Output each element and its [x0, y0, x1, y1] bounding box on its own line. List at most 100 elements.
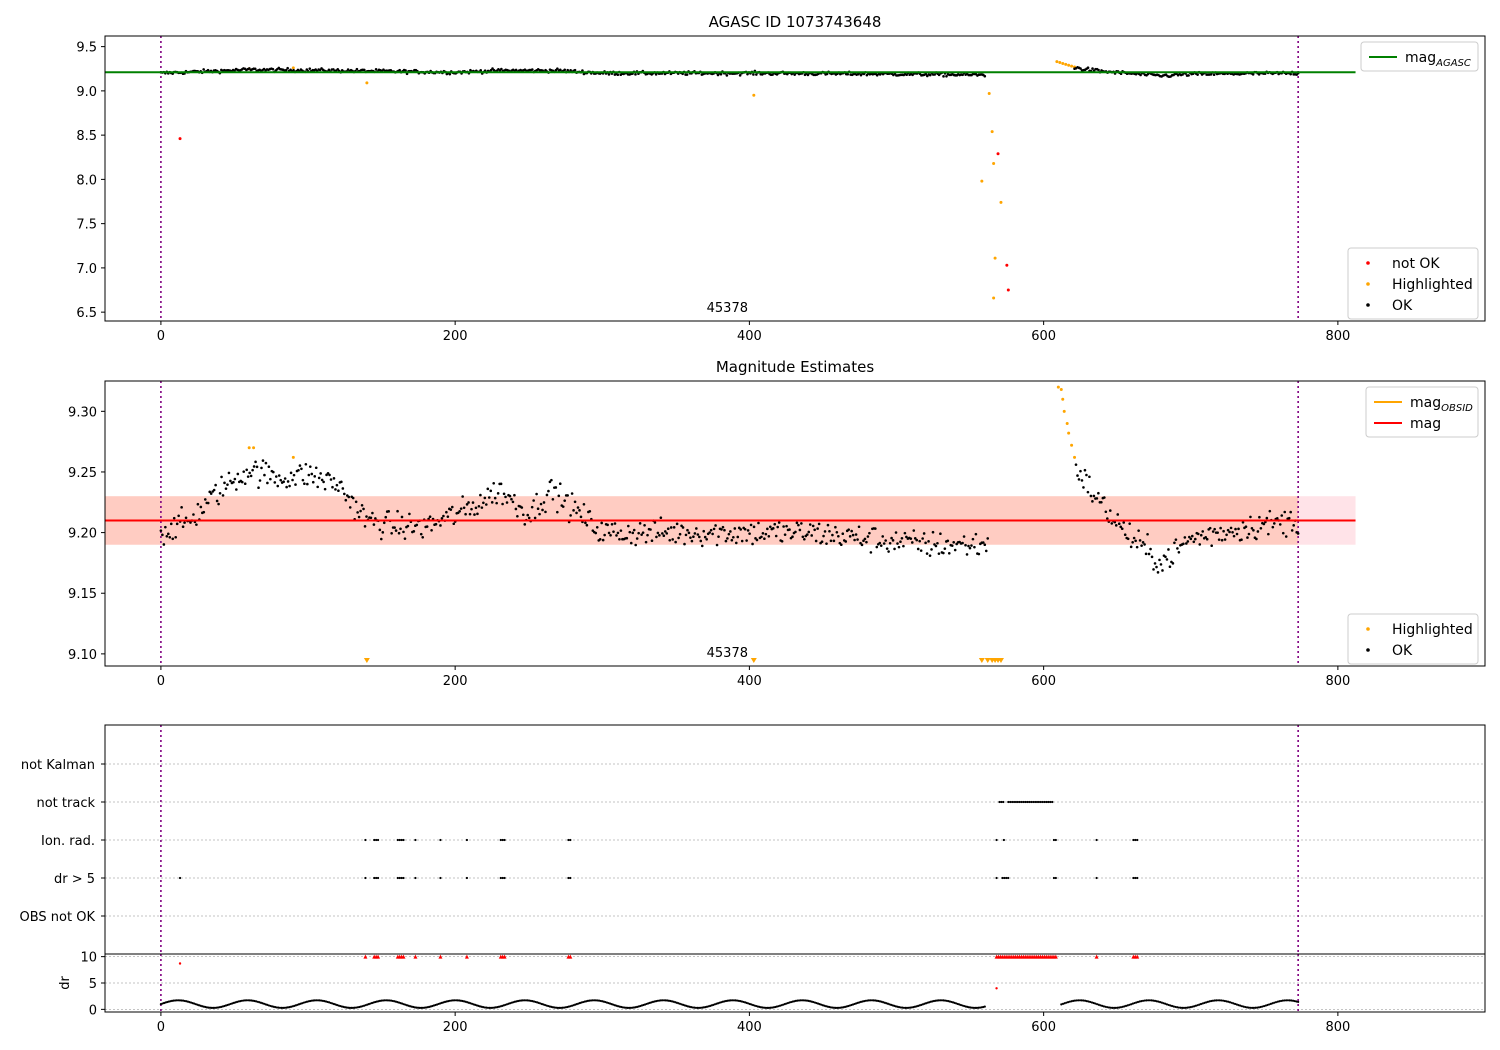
- ok-point: [771, 73, 774, 76]
- highlighted-point: [252, 446, 256, 450]
- ok-point: [881, 535, 885, 538]
- ok-point: [607, 531, 611, 535]
- ok-point: [501, 502, 504, 506]
- dr-point: [453, 999, 456, 1002]
- dr-point: [763, 1006, 766, 1009]
- ok-point: [962, 535, 966, 538]
- ok-point: [905, 73, 908, 77]
- x-tick-label: 800: [1325, 674, 1350, 689]
- ok-point: [654, 73, 658, 76]
- highlighted-point: [1061, 397, 1065, 401]
- ok-point: [168, 536, 172, 539]
- dr-point: [523, 999, 526, 1002]
- ok-point: [637, 531, 640, 535]
- ok-point: [323, 487, 327, 491]
- ok-point: [526, 513, 530, 517]
- ok-point: [480, 506, 484, 509]
- ok-point: [539, 502, 543, 506]
- ok-point: [859, 73, 863, 77]
- dr-point: [869, 999, 872, 1002]
- dr-point: [1280, 999, 1283, 1003]
- dr-point: [1237, 1004, 1240, 1007]
- dr-point: [1295, 1000, 1298, 1003]
- y-tick-label: 9.0: [76, 85, 97, 100]
- ok-point: [1123, 533, 1127, 536]
- flag-point: [465, 838, 469, 842]
- ok-point: [334, 488, 337, 491]
- ok-point: [174, 535, 177, 539]
- offscale-marker: [984, 658, 991, 663]
- ok-point: [446, 515, 450, 518]
- ok-point: [199, 505, 203, 509]
- ok-point: [240, 480, 244, 484]
- ok-point: [681, 526, 685, 529]
- ok-point: [394, 529, 398, 532]
- ok-point: [169, 522, 173, 526]
- ok-point: [165, 534, 169, 538]
- ok-point: [897, 545, 901, 549]
- ok-point: [780, 539, 784, 543]
- dr-point: [1085, 1000, 1088, 1003]
- dr-point: [1101, 1004, 1104, 1007]
- ok-point: [674, 540, 677, 544]
- ok-point: [343, 492, 346, 496]
- ok-point: [953, 548, 957, 552]
- dr-point: [1230, 1001, 1233, 1004]
- legend-box: [1365, 386, 1479, 438]
- ok-point: [712, 527, 716, 531]
- ok-point: [304, 462, 308, 466]
- ok-point: [570, 492, 574, 495]
- ok-point: [634, 73, 637, 76]
- ok-point: [950, 544, 954, 547]
- dr-point: [591, 999, 594, 1002]
- dr-point: [1232, 1002, 1235, 1005]
- dr-point: [1291, 999, 1295, 1002]
- legend-label-main: mag: [1410, 395, 1441, 411]
- ok-point: [661, 532, 664, 535]
- flag-point: [1095, 876, 1098, 880]
- ok-point: [542, 501, 546, 504]
- ok-point: [1258, 515, 1261, 519]
- ok-point: [1143, 543, 1146, 546]
- ok-point: [659, 516, 663, 520]
- ok-point: [668, 538, 672, 542]
- ok-point: [514, 507, 518, 511]
- magnitude-estimates-panel: Magnitude Estimates 45378 0 200 400 600 800 9.1…: [68, 358, 1486, 689]
- ok-point: [841, 532, 845, 536]
- dr-point: [1077, 999, 1080, 1002]
- chart-title: Magnitude Estimates: [716, 358, 874, 376]
- legend-dot-marker: [1366, 627, 1370, 631]
- ok-point: [916, 547, 920, 551]
- y-tick-label: 9.20: [68, 527, 97, 542]
- ok-point: [1182, 542, 1185, 546]
- ok-point: [1091, 500, 1094, 503]
- ok-point: [600, 521, 603, 525]
- flag-point: [499, 876, 502, 880]
- dr-point: [1278, 1000, 1281, 1003]
- x-tick-label: 0: [157, 1020, 165, 1035]
- flag-point: [398, 876, 401, 880]
- dr-point: [1153, 999, 1157, 1002]
- ok-point: [374, 67, 378, 71]
- ok-point: [1281, 531, 1285, 535]
- dr-point: [1065, 1001, 1068, 1004]
- dr-point: [1182, 1006, 1186, 1009]
- flag-point: [1095, 838, 1098, 842]
- ok-point: [699, 539, 703, 543]
- ok-point: [177, 514, 180, 518]
- ok-point: [266, 481, 269, 485]
- ok-point: [1140, 544, 1143, 547]
- dr-point: [1276, 1000, 1279, 1003]
- flag-point: [1002, 800, 1005, 804]
- ok-point: [348, 506, 352, 509]
- flag-category-label: not track: [36, 796, 95, 811]
- chart-title: AGASC ID 1073743648: [709, 13, 882, 31]
- ok-point: [738, 74, 742, 77]
- dr-point: [1089, 1000, 1092, 1004]
- ok-point: [700, 544, 704, 548]
- ok-point: [1246, 536, 1249, 539]
- obsid-annotation: 45378: [707, 301, 748, 316]
- ok-point: [396, 509, 399, 513]
- ok-point: [695, 527, 698, 530]
- ok-point: [575, 511, 578, 515]
